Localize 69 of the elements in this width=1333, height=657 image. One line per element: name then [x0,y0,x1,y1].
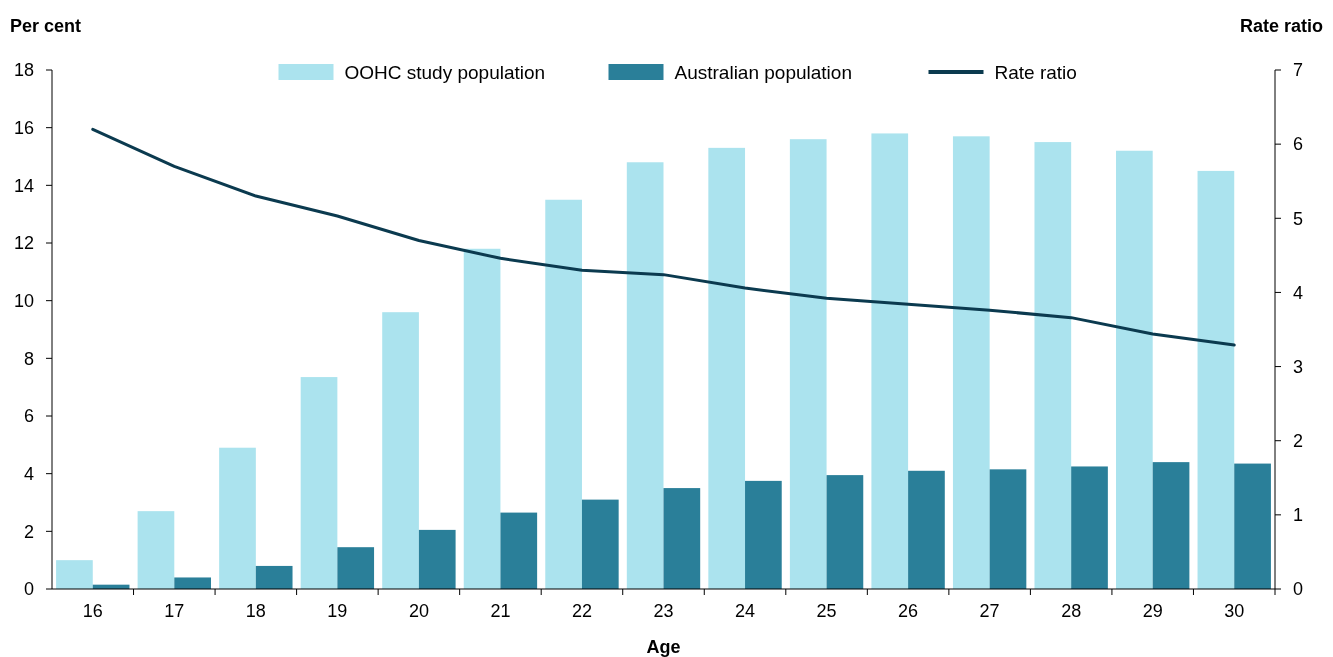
bar [219,447,256,589]
bar [1152,462,1190,589]
y-tick-label: 8 [23,348,34,369]
y2-tick-label: 7 [1293,60,1304,81]
bar [745,480,782,589]
y2-tick-label: 6 [1293,134,1304,155]
legend-label: Rate ratio [994,61,1077,83]
y2-tick-label: 1 [1293,505,1304,526]
x-tick-label: 16 [82,601,103,621]
x-tick-label: 25 [816,601,837,621]
bar [1234,463,1271,589]
bar [56,560,93,589]
x-tick-label: 24 [735,601,756,621]
y2-tick-label: 2 [1293,431,1304,452]
x-tick-label: 19 [327,601,348,621]
bar [137,511,175,589]
y-tick-label: 12 [13,233,34,254]
x-tick-label: 28 [1061,601,1082,621]
bar [500,512,538,589]
bar [708,147,746,589]
y2-tick-label: 3 [1293,356,1304,377]
bar [463,248,501,589]
x-tick-label: 21 [490,601,511,621]
x-tick-label: 23 [653,601,674,621]
bar [418,529,456,589]
legend-label: OOHC study population [344,61,546,83]
x-tick-label: 26 [898,601,919,621]
bar [255,565,293,589]
legend-label: Australian population [674,61,852,83]
bar [1197,170,1235,589]
bar [871,133,909,589]
bar [989,469,1027,589]
bar [908,470,945,589]
bar [337,547,375,589]
bar [382,312,419,589]
y-tick-label: 18 [13,60,34,81]
bar [545,199,582,589]
x-tick-label: 29 [1142,601,1163,621]
y2-tick-label: 4 [1293,282,1304,303]
bar [300,377,338,589]
y2-tick-label: 5 [1293,208,1304,229]
bar [1071,466,1108,589]
bar [626,162,664,589]
x-tick-label: 30 [1224,601,1245,621]
y-tick-label: 14 [13,175,34,196]
bar [1116,150,1153,589]
y-tick-label: 16 [13,117,34,138]
bar [789,139,827,589]
y-tick-label: 4 [23,463,34,484]
bar [581,499,619,589]
x-axis-title: Age [646,637,681,657]
y-tick-label: 10 [13,290,34,311]
y2-tick-label: 0 [1293,579,1304,600]
bar [826,475,864,589]
y-tick-label: 2 [23,521,34,542]
y-axis-title: Per cent [10,16,82,36]
y-tick-label: 6 [23,406,34,427]
bar [663,488,701,589]
x-tick-label: 27 [979,601,1000,621]
line-series [91,127,1236,347]
y2-axis-title: Rate ratio [1239,16,1323,36]
x-tick-label: 18 [245,601,266,621]
x-tick-label: 17 [164,601,185,621]
y-tick-label: 0 [23,579,34,600]
x-tick-label: 20 [408,601,429,621]
bar [952,136,990,589]
bar [1034,142,1072,589]
bar [174,577,211,589]
x-tick-label: 22 [571,601,592,621]
